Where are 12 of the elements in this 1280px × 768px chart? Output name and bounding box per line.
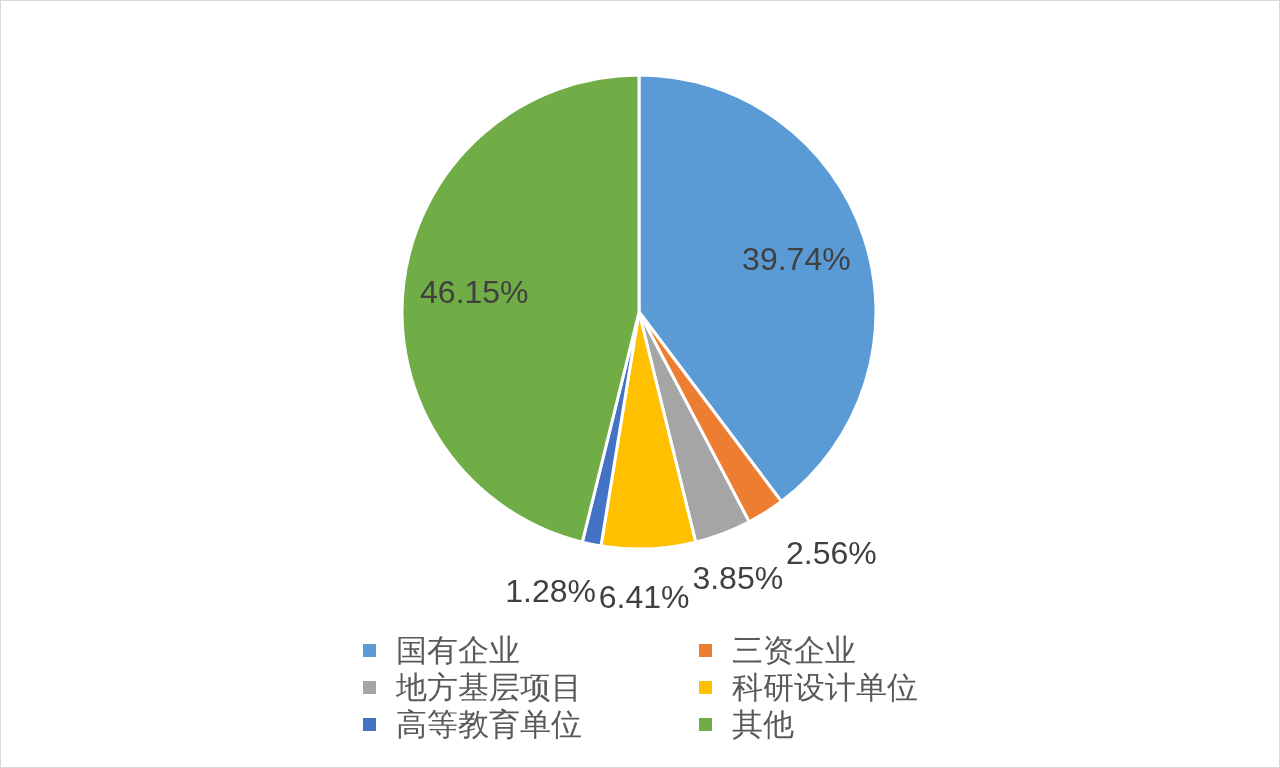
legend-label: 国有企业 [395,632,520,669]
legend-label: 地方基层项目 [395,669,582,706]
data-label: 46.15% [420,274,529,311]
data-label: 6.41% [598,578,690,615]
data-label: 1.28% [505,573,596,610]
legend-label: 其他 [731,706,794,743]
legend-label: 科研设计单位 [731,669,918,706]
data-label: 3.85% [692,560,784,597]
data-label: 39.74% [742,241,851,278]
data-label: 2.56% [786,534,877,571]
legend-label: 高等教育单位 [395,706,582,743]
legend-label: 三资企业 [731,632,856,669]
